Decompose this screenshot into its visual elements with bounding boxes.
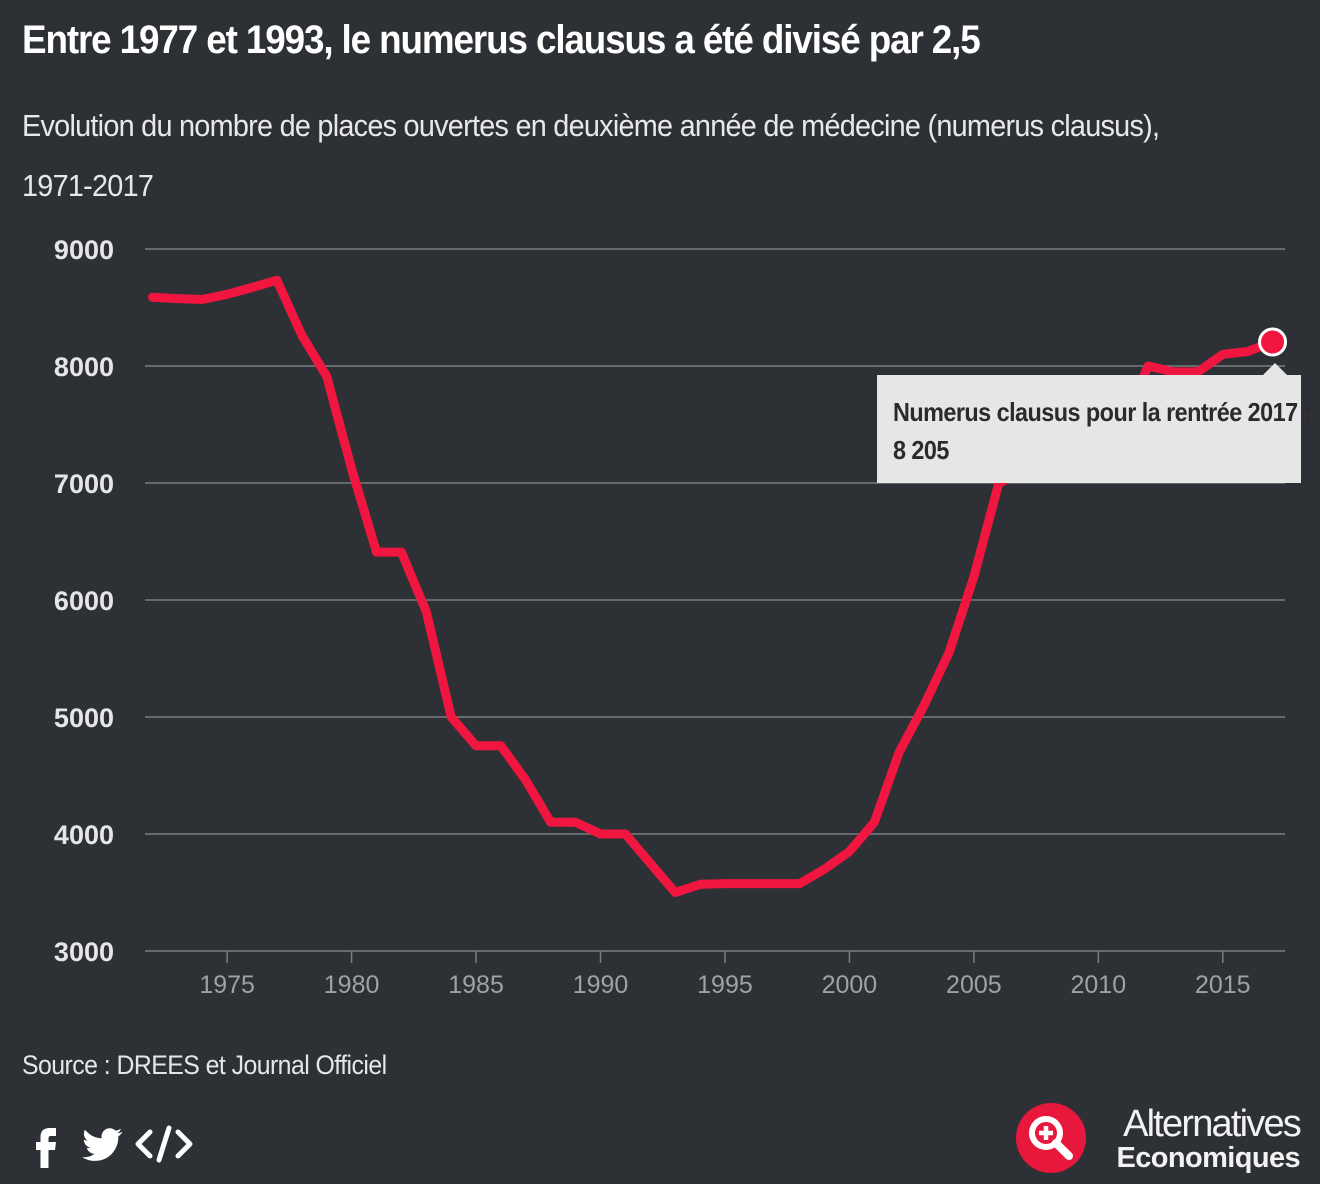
twitter-share-button[interactable]: [80, 1120, 124, 1168]
facebook-icon: [36, 1128, 56, 1168]
y-tick-label: 6000: [54, 586, 114, 616]
x-tick-label: 2015: [1195, 971, 1251, 999]
twitter-icon: [82, 1128, 123, 1161]
source-note: Source : DREES et Journal Officiel: [22, 1050, 387, 1080]
line-chart: 9000 8000 7000 6000 5000 4000 3000 1975 1980 198…: [54, 235, 1288, 999]
facebook-share-button[interactable]: [30, 1120, 62, 1168]
x-tick-label: 1980: [324, 971, 380, 999]
x-tick-label: 2010: [1071, 971, 1127, 999]
brand-logo[interactable]: [1016, 1103, 1086, 1173]
tooltip-value: 8 205: [893, 435, 949, 465]
x-tick-label: 1985: [448, 971, 504, 999]
y-tick-label: 8000: [54, 352, 114, 382]
chart-title: Entre 1977 et 1993, le numerus clausus a…: [22, 18, 981, 62]
magnifier-plus-icon: [1016, 1103, 1086, 1173]
y-tick-label: 9000: [54, 235, 114, 265]
chart-subtitle: Evolution du nombre de places ouvertes e…: [22, 108, 1160, 203]
x-tick-label: 1995: [697, 971, 753, 999]
y-tick-label: 5000: [54, 703, 114, 733]
y-tick-label: 4000: [54, 820, 114, 850]
x-tick-label: 1975: [199, 971, 255, 999]
y-tick-label: 3000: [54, 937, 114, 967]
brand-wordmark: Alternatives Economiques: [1112, 1103, 1302, 1174]
x-tick-label: 1990: [573, 971, 629, 999]
highlight-point[interactable]: [1258, 327, 1288, 357]
tooltip: Numerus clausus pour la rentrée 2017 : 8…: [877, 375, 1311, 483]
y-tick-label: 7000: [54, 469, 114, 499]
tooltip-arrow: [1263, 363, 1287, 375]
embed-button[interactable]: [134, 1120, 194, 1168]
brand-line1: Alternatives: [1123, 1103, 1302, 1145]
x-tick-label: 2005: [946, 971, 1002, 999]
tooltip-label: Numerus clausus pour la rentrée 2017 :: [893, 397, 1311, 427]
embed-code-icon: [135, 1125, 193, 1163]
x-tick-label: 2000: [822, 971, 878, 999]
series-line: [148, 275, 1278, 897]
brand-line2: Economiques: [1116, 1142, 1300, 1174]
